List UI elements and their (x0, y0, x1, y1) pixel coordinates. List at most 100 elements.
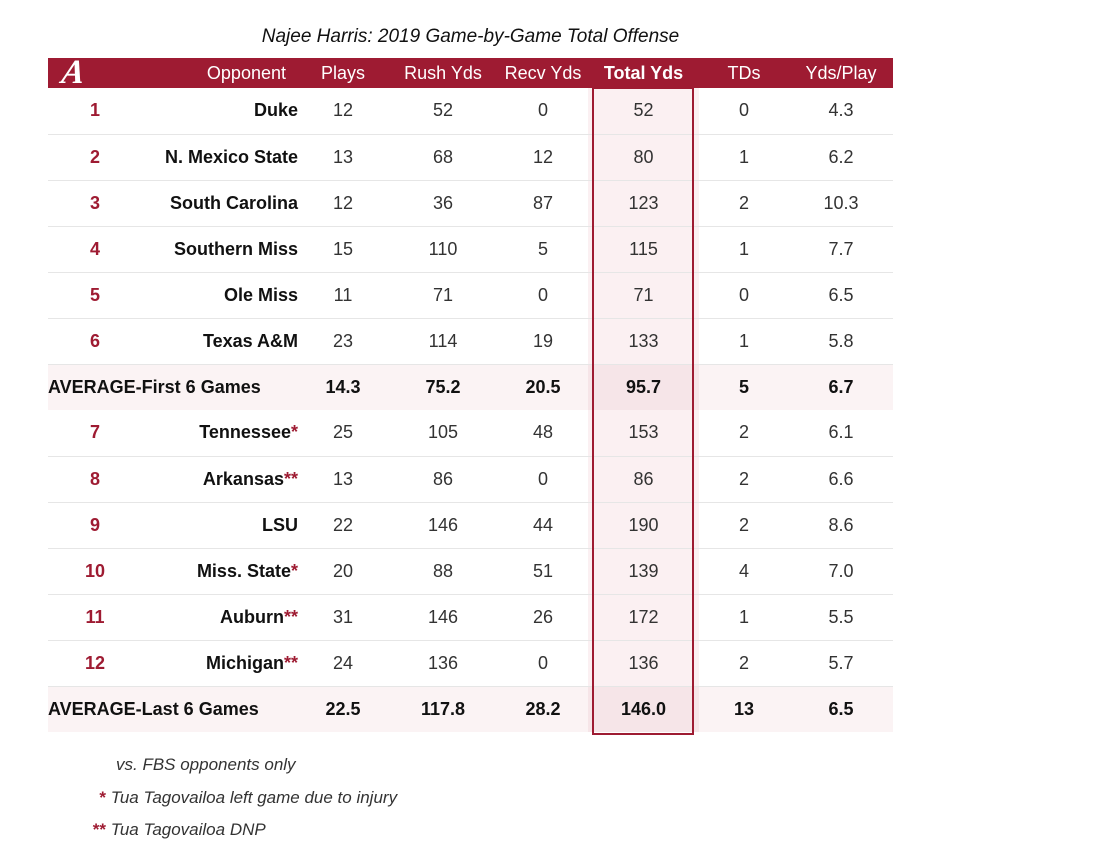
plays-cell: 24 (298, 640, 388, 687)
tds-cell: 2 (699, 410, 789, 457)
rush-yds-cell: 105 (388, 410, 498, 457)
game-number: 3 (48, 180, 142, 227)
tds-cell: 0 (699, 272, 789, 319)
recv-yds-cell: 28.2 (525, 698, 561, 719)
opponent-name: N. Mexico State (164, 146, 298, 167)
average-row: AVERAGE-First 6 Games 14.3 75.2 20.5 95.7 5 6.… (48, 364, 893, 410)
tds-cell: 1 (699, 134, 789, 181)
tds-cell: 2 (699, 456, 789, 503)
plays-cell: 12 (298, 88, 388, 135)
opponent-cell: Ole Miss (142, 272, 298, 319)
footnote-double-asterisk: ** (92, 820, 106, 839)
yds-per-play-cell: 6.5 (828, 698, 854, 719)
tds-cell: 5 (738, 376, 749, 397)
yds-per-play-cell: 5.5 (789, 594, 893, 641)
footnote-dnp: ** Tua Tagovailoa DNP (86, 820, 266, 840)
yds-per-play-cell: 6.6 (789, 456, 893, 503)
opponent-cell: Southern Miss (142, 226, 298, 273)
opponent-name: Michigan (205, 652, 284, 673)
rush-yds-cell: 136 (388, 640, 498, 687)
opponent-cell: N. Mexico State (142, 134, 298, 181)
opponent-name: Duke (253, 100, 298, 121)
recv-yds-cell: 51 (498, 548, 588, 595)
table-row: 7 Tennessee* 25 105 48 153 2 6.1 (48, 410, 893, 457)
footnote-fbs: vs. FBS opponents only (116, 755, 296, 775)
rush-yds-cell: 117.8 (420, 698, 466, 719)
game-number: 1 (48, 88, 142, 135)
plays-cell: 20 (298, 548, 388, 595)
yds-per-play-cell: 7.0 (789, 548, 893, 595)
opponent-name: Auburn (220, 606, 284, 627)
table-row: 11 Auburn** 31 146 26 172 1 5.5 (48, 594, 893, 641)
chart-title: Najee Harris: 2019 Game-by-Game Total Of… (261, 26, 680, 47)
footnote-text: vs. FBS opponents only (116, 755, 296, 774)
opponent-cell: Miss. State* (142, 548, 298, 595)
table-row: 2 N. Mexico State 13 68 12 80 1 6.2 (48, 134, 893, 181)
tds-cell: 2 (699, 502, 789, 549)
column-header-rush-yds: Rush Yds (404, 62, 482, 83)
table-row: 12 Michigan** 24 136 0 136 2 5.7 (48, 640, 893, 687)
game-number: 8 (48, 456, 142, 503)
rush-yds-cell: 146 (388, 594, 498, 641)
plays-cell: 11 (298, 272, 388, 319)
yds-per-play-cell: 6.1 (789, 410, 893, 457)
table-row: 9 LSU 22 146 44 190 2 8.6 (48, 502, 893, 549)
yds-per-play-cell: 4.3 (789, 88, 893, 135)
total-yds-cell: 136 (588, 640, 699, 687)
total-yds-cell: 133 (588, 318, 699, 365)
game-number: 9 (48, 502, 142, 549)
footnote-text: Tua Tagovailoa DNP (110, 820, 266, 839)
stats-table: A Opponent Plays Rush Yds Recv Yds Total… (48, 54, 893, 732)
plays-cell: 22.5 (325, 698, 361, 719)
recv-yds-cell: 87 (498, 180, 588, 227)
table-row: 10 Miss. State* 20 88 51 139 4 7.0 (48, 548, 893, 595)
yds-per-play-cell: 8.6 (789, 502, 893, 549)
tds-cell: 2 (699, 640, 789, 687)
column-header-plays: Plays (320, 62, 365, 83)
table-row: 3 South Carolina 12 36 87 123 2 10.3 (48, 180, 893, 227)
recv-yds-cell: 48 (498, 410, 588, 457)
plays-cell: 13 (298, 134, 388, 181)
tds-cell: 2 (699, 180, 789, 227)
opponent-cell: Texas A&M (142, 318, 298, 365)
table-row: 1 Duke 12 52 0 52 0 4.3 (48, 88, 893, 135)
injury-marker: * (290, 422, 298, 443)
plays-cell: 14.3 (325, 376, 361, 397)
tds-cell: 0 (699, 88, 789, 135)
game-number: 12 (48, 640, 142, 687)
average-row: AVERAGE-Last 6 Games 22.5 117.8 28.2 146.0 13… (48, 686, 893, 732)
total-yds-cell: 86 (588, 456, 699, 503)
logo-cell: A (48, 54, 142, 91)
table-row: 8 Arkansas** 13 86 0 86 2 6.6 (48, 456, 893, 503)
table-body: 1 Duke 12 52 0 52 0 4.3 2 N. Mexico State 13 68 12 80… (48, 88, 893, 732)
column-header-opponent: Opponent (206, 62, 286, 83)
game-number: 2 (48, 134, 142, 181)
game-number: 7 (48, 410, 142, 457)
tds-cell: 4 (699, 548, 789, 595)
table-row: 5 Ole Miss 11 71 0 71 0 6.5 (48, 272, 893, 319)
total-yds-cell: 71 (588, 272, 699, 319)
recv-yds-cell: 0 (498, 640, 588, 687)
tds-cell: 1 (699, 594, 789, 641)
total-yds-cell: 172 (588, 594, 699, 641)
tds-cell: 1 (699, 318, 789, 365)
total-yds-cell: 146.0 (588, 686, 699, 732)
plays-cell: 23 (298, 318, 388, 365)
plays-cell: 25 (298, 410, 388, 457)
injury-marker: * (290, 560, 298, 581)
opponent-name: Miss. State (196, 560, 291, 581)
rush-yds-cell: 146 (388, 502, 498, 549)
total-yds-cell: 190 (588, 502, 699, 549)
column-header-total-yds: Total Yds (603, 62, 684, 83)
column-header-yds-per-play: Yds/Play (805, 62, 877, 83)
injury-marker: ** (283, 606, 298, 627)
rush-yds-cell: 75.2 (425, 376, 461, 397)
column-header-tds: TDs (727, 62, 761, 83)
plays-cell: 22 (298, 502, 388, 549)
recv-yds-cell: 5 (498, 226, 588, 273)
recv-yds-cell: 20.5 (525, 376, 561, 397)
rush-yds-cell: 114 (388, 318, 498, 365)
recv-yds-cell: 26 (498, 594, 588, 641)
average-label: AVERAGE-First 6 Games (48, 376, 261, 397)
footnote-injury: * Tua Tagovailoa left game due to injury (86, 788, 397, 808)
